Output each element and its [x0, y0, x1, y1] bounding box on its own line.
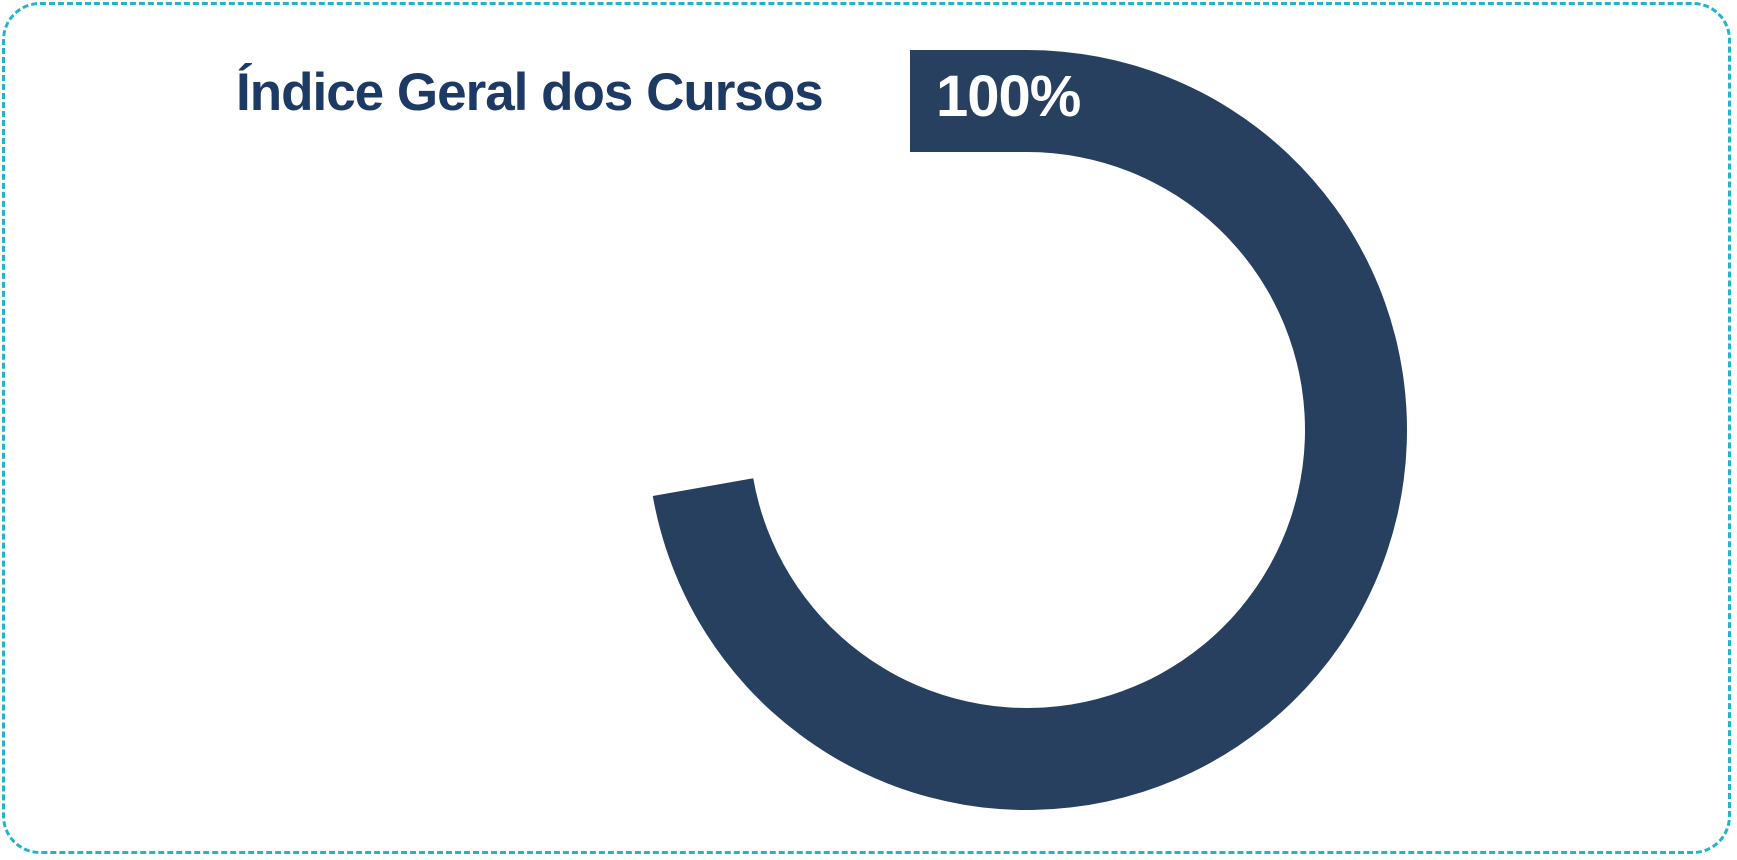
value-label-box: [910, 50, 1027, 152]
gauge-value-label: 100%: [936, 64, 1081, 129]
gauge-value-arc: [652, 50, 1408, 811]
chart-title: Índice Geral dos Cursos: [236, 63, 824, 122]
